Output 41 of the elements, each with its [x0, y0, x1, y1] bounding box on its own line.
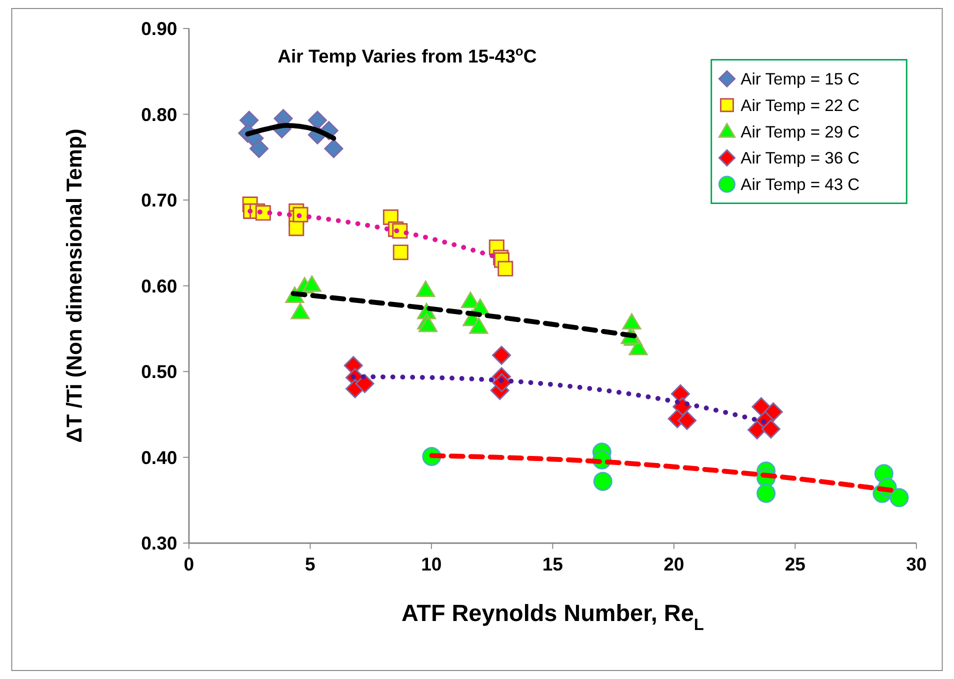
x-tick-label: 0 [184, 553, 194, 574]
legend-label: Air Temp = 43 C [740, 175, 860, 194]
y-tick-label: 0.80 [141, 104, 178, 125]
y-tick-label: 0.60 [141, 275, 178, 296]
point [622, 313, 642, 330]
x-tick-label: 25 [784, 553, 806, 574]
point [324, 139, 344, 158]
point [498, 260, 514, 276]
x-tick-label: 30 [906, 553, 927, 574]
x-tick-label: 15 [542, 553, 563, 574]
y-tick-label: 0.70 [141, 190, 178, 211]
y-tick-label: 0.90 [141, 18, 178, 39]
point [628, 338, 648, 356]
point [593, 472, 612, 491]
legend-label: Air Temp = 36 C [740, 148, 860, 168]
point [492, 346, 512, 365]
y-tick-label: 0.50 [141, 361, 178, 382]
legend-label: Air Temp = 15 C [740, 70, 860, 89]
point [764, 402, 783, 422]
y-tick-label: 0.40 [141, 446, 178, 468]
point [677, 410, 697, 430]
x-tick-label: 5 [305, 553, 316, 574]
point [469, 317, 488, 334]
text: Air Temp Varies from 15-43$^{o}$C [278, 43, 537, 67]
point [302, 275, 322, 292]
point [416, 280, 436, 297]
y-tick-label: 0.30 [141, 532, 178, 554]
point [250, 139, 269, 158]
x-axis-title: ATF Reynolds Number, Re$_{L}$ [401, 600, 704, 634]
point [288, 220, 304, 236]
legend-label: Air Temp = 29 C [740, 122, 860, 142]
y-axis-title: ΔT /Ti (Non dimensional Temp) [62, 128, 87, 443]
legend-label: Air Temp = 22 C [740, 96, 860, 115]
point [890, 488, 909, 508]
point [761, 420, 780, 439]
point [392, 244, 408, 260]
x-tick-label: 10 [421, 553, 442, 574]
x-tick-label: 20 [664, 553, 684, 574]
point [290, 302, 310, 320]
point [355, 374, 374, 394]
point [756, 484, 776, 503]
